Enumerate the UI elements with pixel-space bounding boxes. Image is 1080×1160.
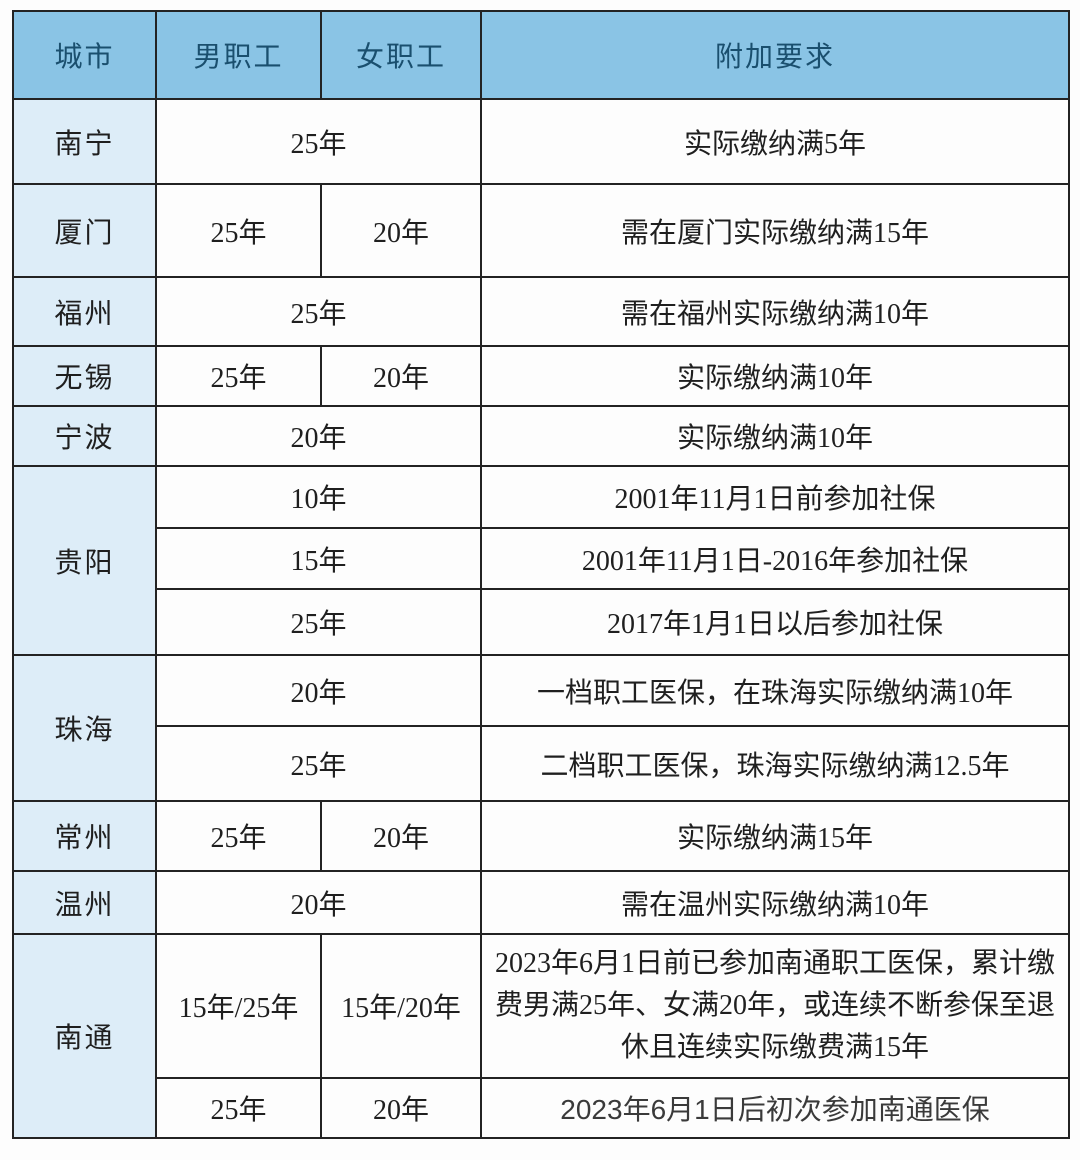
table-row: 25年 2017年1月1日以后参加社保 [13, 588, 1070, 656]
cell-changzhou-male: 25年 [155, 800, 322, 872]
header-city: 城市 [12, 10, 157, 100]
cell-fuzhou-years: 25年 [155, 276, 482, 347]
cell-xiamen-extra: 需在厦门实际缴纳满15年 [480, 183, 1070, 278]
cell-wuxi-male: 25年 [155, 345, 322, 407]
table-row: 25年 二档职工医保，珠海实际缴纳满12.5年 [13, 725, 1070, 802]
city-changzhou: 常州 [12, 800, 157, 872]
cell-fuzhou-extra: 需在福州实际缴纳满10年 [480, 276, 1070, 347]
table-row: 贵阳 10年 2001年11月1日前参加社保 [12, 465, 1070, 656]
header-extra: 附加要求 [480, 10, 1070, 100]
table-row: 15年 2001年11月1日-2016年参加社保 [13, 527, 1070, 590]
cell-xiamen-male: 25年 [155, 183, 322, 278]
table-row: 南通 15年/25年 15年/20年 2023年6月1日前已参加南通职工医保，累… [12, 933, 1070, 1139]
city-zhuhai: 珠海 [12, 654, 157, 802]
city-fuzhou: 福州 [12, 276, 157, 347]
table-row: 无锡 25年 20年 实际缴纳满10年 [12, 345, 1070, 407]
table-row: 宁波 20年 实际缴纳满10年 [12, 405, 1070, 467]
cell-wuxi-female: 20年 [320, 345, 482, 407]
cell-nantong-extra-1: 2023年6月1日前已参加南通职工医保，累计缴费男满25年、女满20年，或连续不… [480, 933, 1070, 1079]
cell-nantong-female-1: 15年/20年 [320, 933, 482, 1079]
cell-xiamen-female: 20年 [320, 183, 482, 278]
table-row: 常州 25年 20年 实际缴纳满15年 [12, 800, 1070, 872]
table-row: 温州 20年 需在温州实际缴纳满10年 [12, 870, 1070, 935]
cell-wenzhou-extra: 需在温州实际缴纳满10年 [480, 870, 1070, 935]
cell-ningbo-years: 20年 [155, 405, 482, 467]
cell-wenzhou-years: 20年 [155, 870, 482, 935]
cell-changzhou-female: 20年 [320, 800, 482, 872]
city-xiamen: 厦门 [12, 183, 157, 278]
city-wuxi: 无锡 [12, 345, 157, 407]
table-header-row: 城市 男职工 女职工 附加要求 [12, 10, 1070, 100]
city-ningbo: 宁波 [12, 405, 157, 467]
cell-guiyang-years-2: 15年 [155, 527, 482, 590]
cell-nantong-female-2: 20年 [320, 1077, 482, 1139]
cell-ningbo-extra: 实际缴纳满10年 [480, 405, 1070, 467]
header-male: 男职工 [155, 10, 322, 100]
cell-changzhou-extra: 实际缴纳满15年 [480, 800, 1070, 872]
cell-zhuhai-extra-2: 二档职工医保，珠海实际缴纳满12.5年 [480, 725, 1070, 802]
city-nantong: 南通 [12, 933, 157, 1139]
cell-guiyang-extra-3: 2017年1月1日以后参加社保 [480, 588, 1070, 656]
cell-nantong-extra-2: 2023年6月1日后初次参加南通医保 [480, 1077, 1070, 1139]
cell-zhuhai-years-1: 20年 [155, 654, 482, 727]
insurance-years-table: 城市 男职工 女职工 附加要求 南宁 25年 实际缴纳满5年 厦门 25年 20… [12, 10, 1070, 1139]
table-row: 珠海 20年 一档职工医保，在珠海实际缴纳满10年 [12, 654, 1070, 802]
cell-zhuhai-extra-1: 一档职工医保，在珠海实际缴纳满10年 [480, 654, 1070, 727]
cell-nantong-male-2: 25年 [155, 1077, 322, 1139]
cell-guiyang-extra-1: 2001年11月1日前参加社保 [480, 465, 1070, 529]
cell-wuxi-extra: 实际缴纳满10年 [480, 345, 1070, 407]
cell-zhuhai-years-2: 25年 [155, 725, 482, 802]
header-female: 女职工 [320, 10, 482, 100]
table-row: 福州 25年 需在福州实际缴纳满10年 [12, 276, 1070, 347]
cell-nanning-years: 25年 [155, 98, 482, 185]
cell-nantong-male-1: 15年/25年 [155, 933, 322, 1079]
city-nanning: 南宁 [12, 98, 157, 185]
cell-guiyang-years-3: 25年 [155, 588, 482, 656]
city-wenzhou: 温州 [12, 870, 157, 935]
table-row: 南宁 25年 实际缴纳满5年 [12, 98, 1070, 185]
table-row: 厦门 25年 20年 需在厦门实际缴纳满15年 [12, 183, 1070, 278]
table-row: 25年 20年 2023年6月1日后初次参加南通医保 [13, 1077, 1070, 1139]
cell-guiyang-extra-2: 2001年11月1日-2016年参加社保 [480, 527, 1070, 590]
cell-nanning-extra: 实际缴纳满5年 [480, 98, 1070, 185]
city-guiyang: 贵阳 [12, 465, 157, 656]
cell-guiyang-years-1: 10年 [155, 465, 482, 529]
